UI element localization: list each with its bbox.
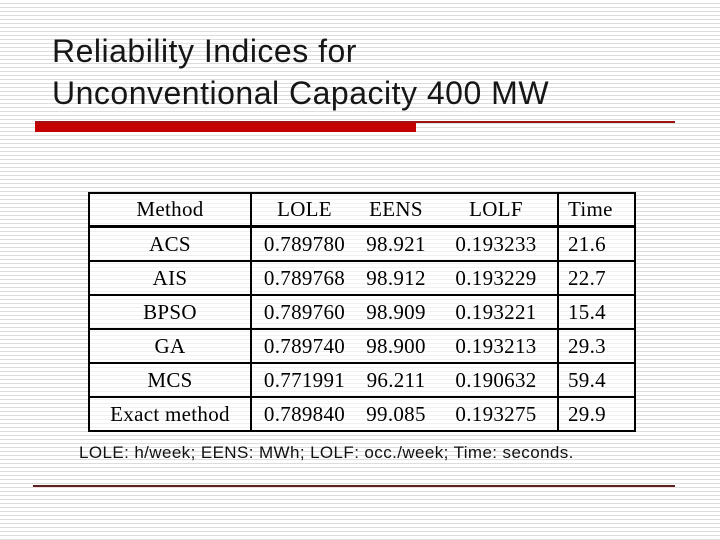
table-row: MCS 0.771991 96.211 0.190632 59.4 (88, 362, 636, 398)
table-row: Exact method 0.789840 99.085 0.193275 29… (88, 396, 636, 432)
cell-lole: 0.789760 (263, 299, 346, 324)
cell-time: 29.3 (557, 328, 636, 364)
table-row: ACS 0.789780 98.921 0.193233 21.6 (88, 225, 636, 262)
cell-time: 22.7 (557, 260, 636, 296)
cell-time: 29.9 (557, 396, 636, 432)
cell-eens: 98.912 (366, 265, 426, 290)
cell-lole: 0.789740 (263, 333, 346, 358)
cell-indices: 0.771991 96.211 0.190632 (250, 362, 559, 398)
cell-indices: 0.789768 98.912 0.193229 (250, 260, 559, 296)
slide-title-line-1: Reliability Indices for (52, 33, 357, 69)
cell-lolf: 0.190632 (455, 367, 537, 392)
cell-lole: 0.789768 (263, 265, 346, 290)
cell-method: BPSO (88, 294, 252, 330)
cell-method: AIS (88, 260, 252, 296)
header-time: Time (557, 192, 636, 228)
title-underline-accent-bar (35, 123, 416, 132)
cell-lole: 0.789780 (263, 231, 346, 256)
cell-time: 59.4 (557, 362, 636, 398)
title-underline-thin-rule (35, 121, 675, 123)
table-row: BPSO 0.789760 98.909 0.193221 15.4 (88, 294, 636, 330)
header-eens: EENS (369, 197, 423, 221)
reliability-indices-table: Method LOLE EENS LOLF Time ACS 0.789780 … (88, 192, 636, 432)
slide-title-line-2: Unconventional Capacity 400 MW (52, 75, 550, 111)
cell-eens: 98.900 (366, 333, 426, 358)
cell-lolf: 0.193233 (455, 231, 537, 256)
cell-method: ACS (88, 225, 252, 262)
cell-lole: 0.771991 (263, 367, 346, 392)
header-method: Method (88, 192, 252, 228)
cell-lolf: 0.193275 (455, 401, 537, 426)
table-header-row: Method LOLE EENS LOLF Time (88, 192, 636, 228)
cell-lolf: 0.193229 (455, 265, 537, 290)
cell-time: 15.4 (557, 294, 636, 330)
cell-eens: 99.085 (366, 401, 426, 426)
slide-title: Reliability Indices for Unconventional C… (52, 30, 692, 114)
cell-lole: 0.789840 (263, 401, 346, 426)
table-row: AIS 0.789768 98.912 0.193229 22.7 (88, 260, 636, 296)
cell-time: 21.6 (557, 225, 636, 262)
cell-method: GA (88, 328, 252, 364)
cell-method: MCS (88, 362, 252, 398)
cell-method: Exact method (88, 396, 252, 432)
header-lole: LOLE (277, 197, 332, 221)
cell-eens: 98.909 (366, 299, 426, 324)
header-lolf: LOLF (469, 197, 523, 221)
units-footnote: LOLE: h/week; EENS: MWh; LOLF: occ./week… (79, 443, 574, 462)
cell-lolf: 0.193213 (455, 333, 537, 358)
cell-eens: 96.211 (366, 367, 426, 392)
header-indices-group: LOLE EENS LOLF (250, 192, 559, 228)
bottom-divider-rule (33, 485, 675, 487)
cell-indices: 0.789760 98.909 0.193221 (250, 294, 559, 330)
cell-lolf: 0.193221 (455, 299, 537, 324)
cell-indices: 0.789740 98.900 0.193213 (250, 328, 559, 364)
cell-indices: 0.789780 98.921 0.193233 (250, 225, 559, 262)
table-row: GA 0.789740 98.900 0.193213 29.3 (88, 328, 636, 364)
cell-eens: 98.921 (366, 231, 426, 256)
cell-indices: 0.789840 99.085 0.193275 (250, 396, 559, 432)
